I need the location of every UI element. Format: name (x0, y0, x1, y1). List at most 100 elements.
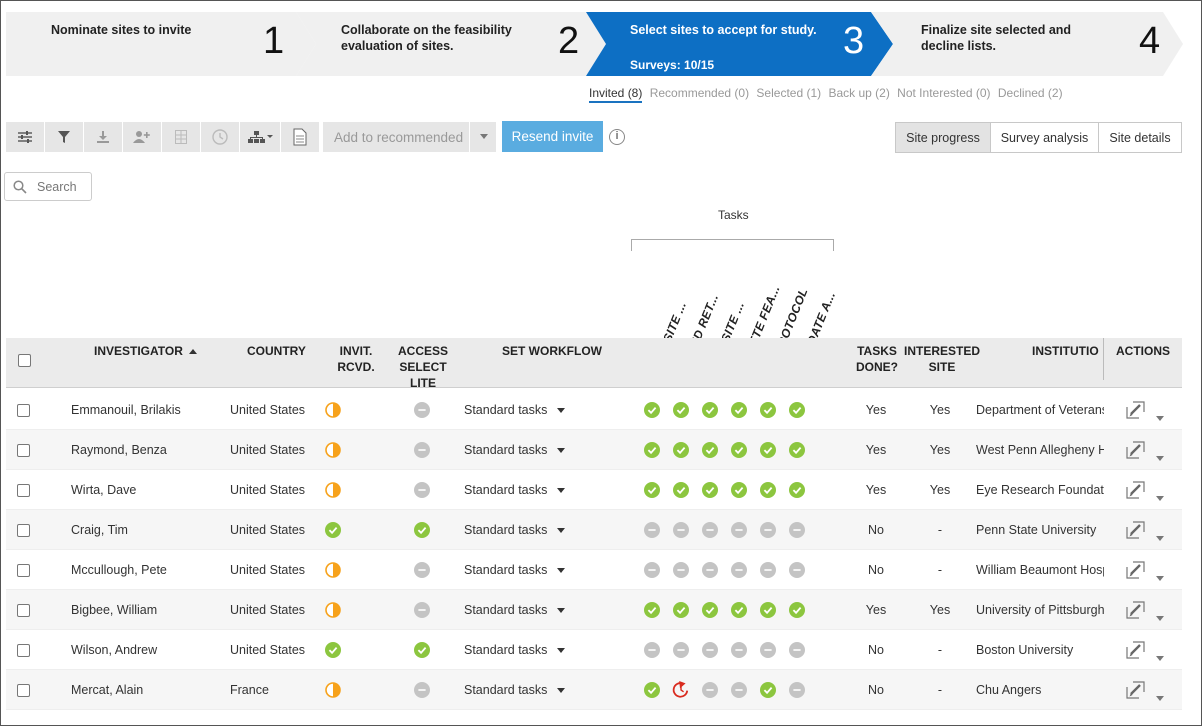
table-row[interactable]: Emmanouil, Brilakis United States Standard… (6, 390, 1182, 430)
workflow-dropdown[interactable]: Standard tasks (464, 430, 574, 470)
edit-button[interactable] (1125, 600, 1147, 625)
row-checkbox[interactable] (17, 444, 30, 457)
workflow-dropdown[interactable]: Standard tasks (464, 510, 574, 550)
actions-menu-button[interactable] (1156, 568, 1164, 586)
hierarchy-button[interactable] (240, 122, 280, 152)
edit-button[interactable] (1125, 560, 1147, 585)
task-status[interactable] (644, 562, 660, 583)
search-input[interactable] (35, 177, 89, 197)
task-status[interactable] (760, 562, 776, 583)
edit-button[interactable] (1125, 440, 1147, 465)
task-status[interactable] (644, 442, 660, 463)
column-invit-rcvd[interactable]: INVIT. RCVD. (337, 344, 375, 374)
tab-declined[interactable]: Declined (2) (997, 86, 1063, 100)
workflow-dropdown[interactable]: Standard tasks (464, 630, 574, 670)
tab-recommended[interactable]: Recommended (0) (649, 86, 750, 100)
workflow-dropdown[interactable]: Standard tasks (464, 470, 574, 510)
row-checkbox[interactable] (17, 404, 30, 417)
chevron-down-icon[interactable] (480, 134, 488, 139)
task-status[interactable] (760, 522, 776, 543)
table-row[interactable]: Craig, Tim United States Standard tasks No -… (6, 510, 1182, 550)
column-resize-handle[interactable] (1103, 338, 1104, 380)
task-status[interactable] (789, 402, 805, 423)
tab-invited[interactable]: Invited (8) (589, 86, 643, 103)
actions-menu-button[interactable] (1156, 528, 1164, 546)
task-status[interactable] (789, 602, 805, 623)
task-status[interactable] (731, 402, 747, 423)
task-status[interactable] (702, 642, 718, 663)
task-status[interactable] (672, 681, 690, 704)
row-checkbox[interactable] (17, 524, 30, 537)
task-status[interactable] (702, 562, 718, 583)
workflow-dropdown[interactable]: Standard tasks (464, 390, 574, 430)
edit-button[interactable] (1125, 680, 1147, 705)
edit-button[interactable] (1125, 640, 1147, 665)
view-site-details[interactable]: Site details (1098, 123, 1181, 152)
column-access-select-lite[interactable]: ACCESS SELECT LITE (397, 344, 448, 390)
task-status[interactable] (789, 482, 805, 503)
row-checkbox[interactable] (17, 684, 30, 697)
task-status[interactable] (702, 522, 718, 543)
column-country[interactable]: COUNTRY (247, 344, 306, 358)
actions-menu-button[interactable] (1156, 408, 1164, 426)
tab-selected[interactable]: Selected (1) (756, 86, 822, 100)
task-status[interactable] (644, 522, 660, 543)
task-status[interactable] (673, 522, 689, 543)
resend-invite-button[interactable]: Resend invite (502, 121, 603, 152)
history-button[interactable] (201, 122, 239, 152)
task-status[interactable] (644, 682, 660, 703)
row-checkbox[interactable] (17, 644, 30, 657)
task-status[interactable] (673, 642, 689, 663)
column-tasks-done[interactable]: TASKS DONE? (856, 344, 898, 374)
step-2[interactable]: Collaborate on the feasibility evaluatio… (296, 12, 606, 76)
actions-menu-button[interactable] (1156, 608, 1164, 626)
task-status[interactable] (673, 562, 689, 583)
task-status[interactable] (731, 442, 747, 463)
task-status[interactable] (789, 682, 805, 703)
table-row[interactable]: Wilson, Andrew United States Standard task… (6, 630, 1182, 670)
filter-button[interactable] (45, 122, 83, 152)
tab-not-interested[interactable]: Not Interested (0) (897, 86, 991, 100)
task-status[interactable] (644, 482, 660, 503)
task-status[interactable] (673, 402, 689, 423)
actions-menu-button[interactable] (1156, 448, 1164, 466)
task-status[interactable] (673, 442, 689, 463)
workflow-dropdown[interactable]: Standard tasks (464, 550, 574, 590)
tab-back-up[interactable]: Back up (2) (828, 86, 890, 100)
actions-menu-button[interactable] (1156, 488, 1164, 506)
task-status[interactable] (702, 682, 718, 703)
task-status[interactable] (760, 602, 776, 623)
row-checkbox[interactable] (17, 564, 30, 577)
task-status[interactable] (702, 442, 718, 463)
task-status[interactable] (702, 402, 718, 423)
task-status[interactable] (731, 682, 747, 703)
workflow-dropdown[interactable]: Standard tasks (464, 670, 574, 710)
task-status[interactable] (702, 482, 718, 503)
task-status[interactable] (789, 522, 805, 543)
task-status[interactable] (760, 482, 776, 503)
task-status[interactable] (760, 682, 776, 703)
column-institution[interactable]: INSTITUTIO (1032, 344, 1099, 358)
table-row[interactable]: Wirta, Dave United States Standard tasks Ye… (6, 470, 1182, 510)
column-set-workflow[interactable]: SET WORKFLOW (502, 344, 602, 358)
workflow-dropdown[interactable]: Standard tasks (464, 590, 574, 630)
info-icon[interactable]: i (609, 129, 625, 145)
row-checkbox[interactable] (17, 604, 30, 617)
columns-settings-button[interactable] (6, 122, 44, 152)
column-investigator[interactable]: INVESTIGATOR (94, 343, 198, 359)
task-status[interactable] (789, 562, 805, 583)
table-row[interactable]: Raymond, Benza United States Standard task… (6, 430, 1182, 470)
table-row[interactable]: Bigbee, William United States Standard tas… (6, 590, 1182, 630)
task-status[interactable] (789, 442, 805, 463)
edit-button[interactable] (1125, 400, 1147, 425)
task-status[interactable] (673, 482, 689, 503)
edit-button[interactable] (1125, 520, 1147, 545)
row-checkbox[interactable] (17, 484, 30, 497)
task-status[interactable] (731, 602, 747, 623)
task-status[interactable] (673, 602, 689, 623)
view-survey-analysis[interactable]: Survey analysis (990, 123, 1098, 152)
task-status[interactable] (760, 642, 776, 663)
step-4[interactable]: Finalize site selected and decline lists… (871, 12, 1186, 76)
task-status[interactable] (760, 442, 776, 463)
column-interested-site[interactable]: INTERESTED SITE (903, 344, 980, 374)
